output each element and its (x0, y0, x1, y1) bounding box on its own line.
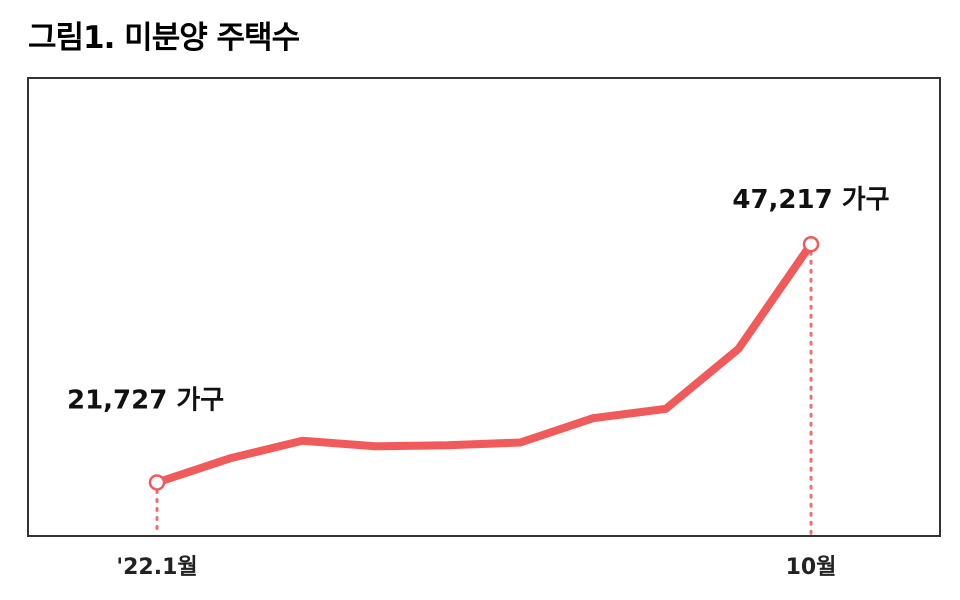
x-tick-label: 10월 (786, 555, 837, 580)
data-point (802, 235, 820, 253)
data-point (148, 474, 166, 491)
series-line (153, 240, 815, 487)
x-tick-label: '22.1월 (116, 555, 197, 580)
data-label: 21,727 가구 (67, 385, 224, 415)
chart-title: 그림1. 미분양 주택수 (28, 20, 300, 56)
plot-frame (27, 77, 941, 537)
data-label: 47,217 가구 (732, 185, 889, 215)
